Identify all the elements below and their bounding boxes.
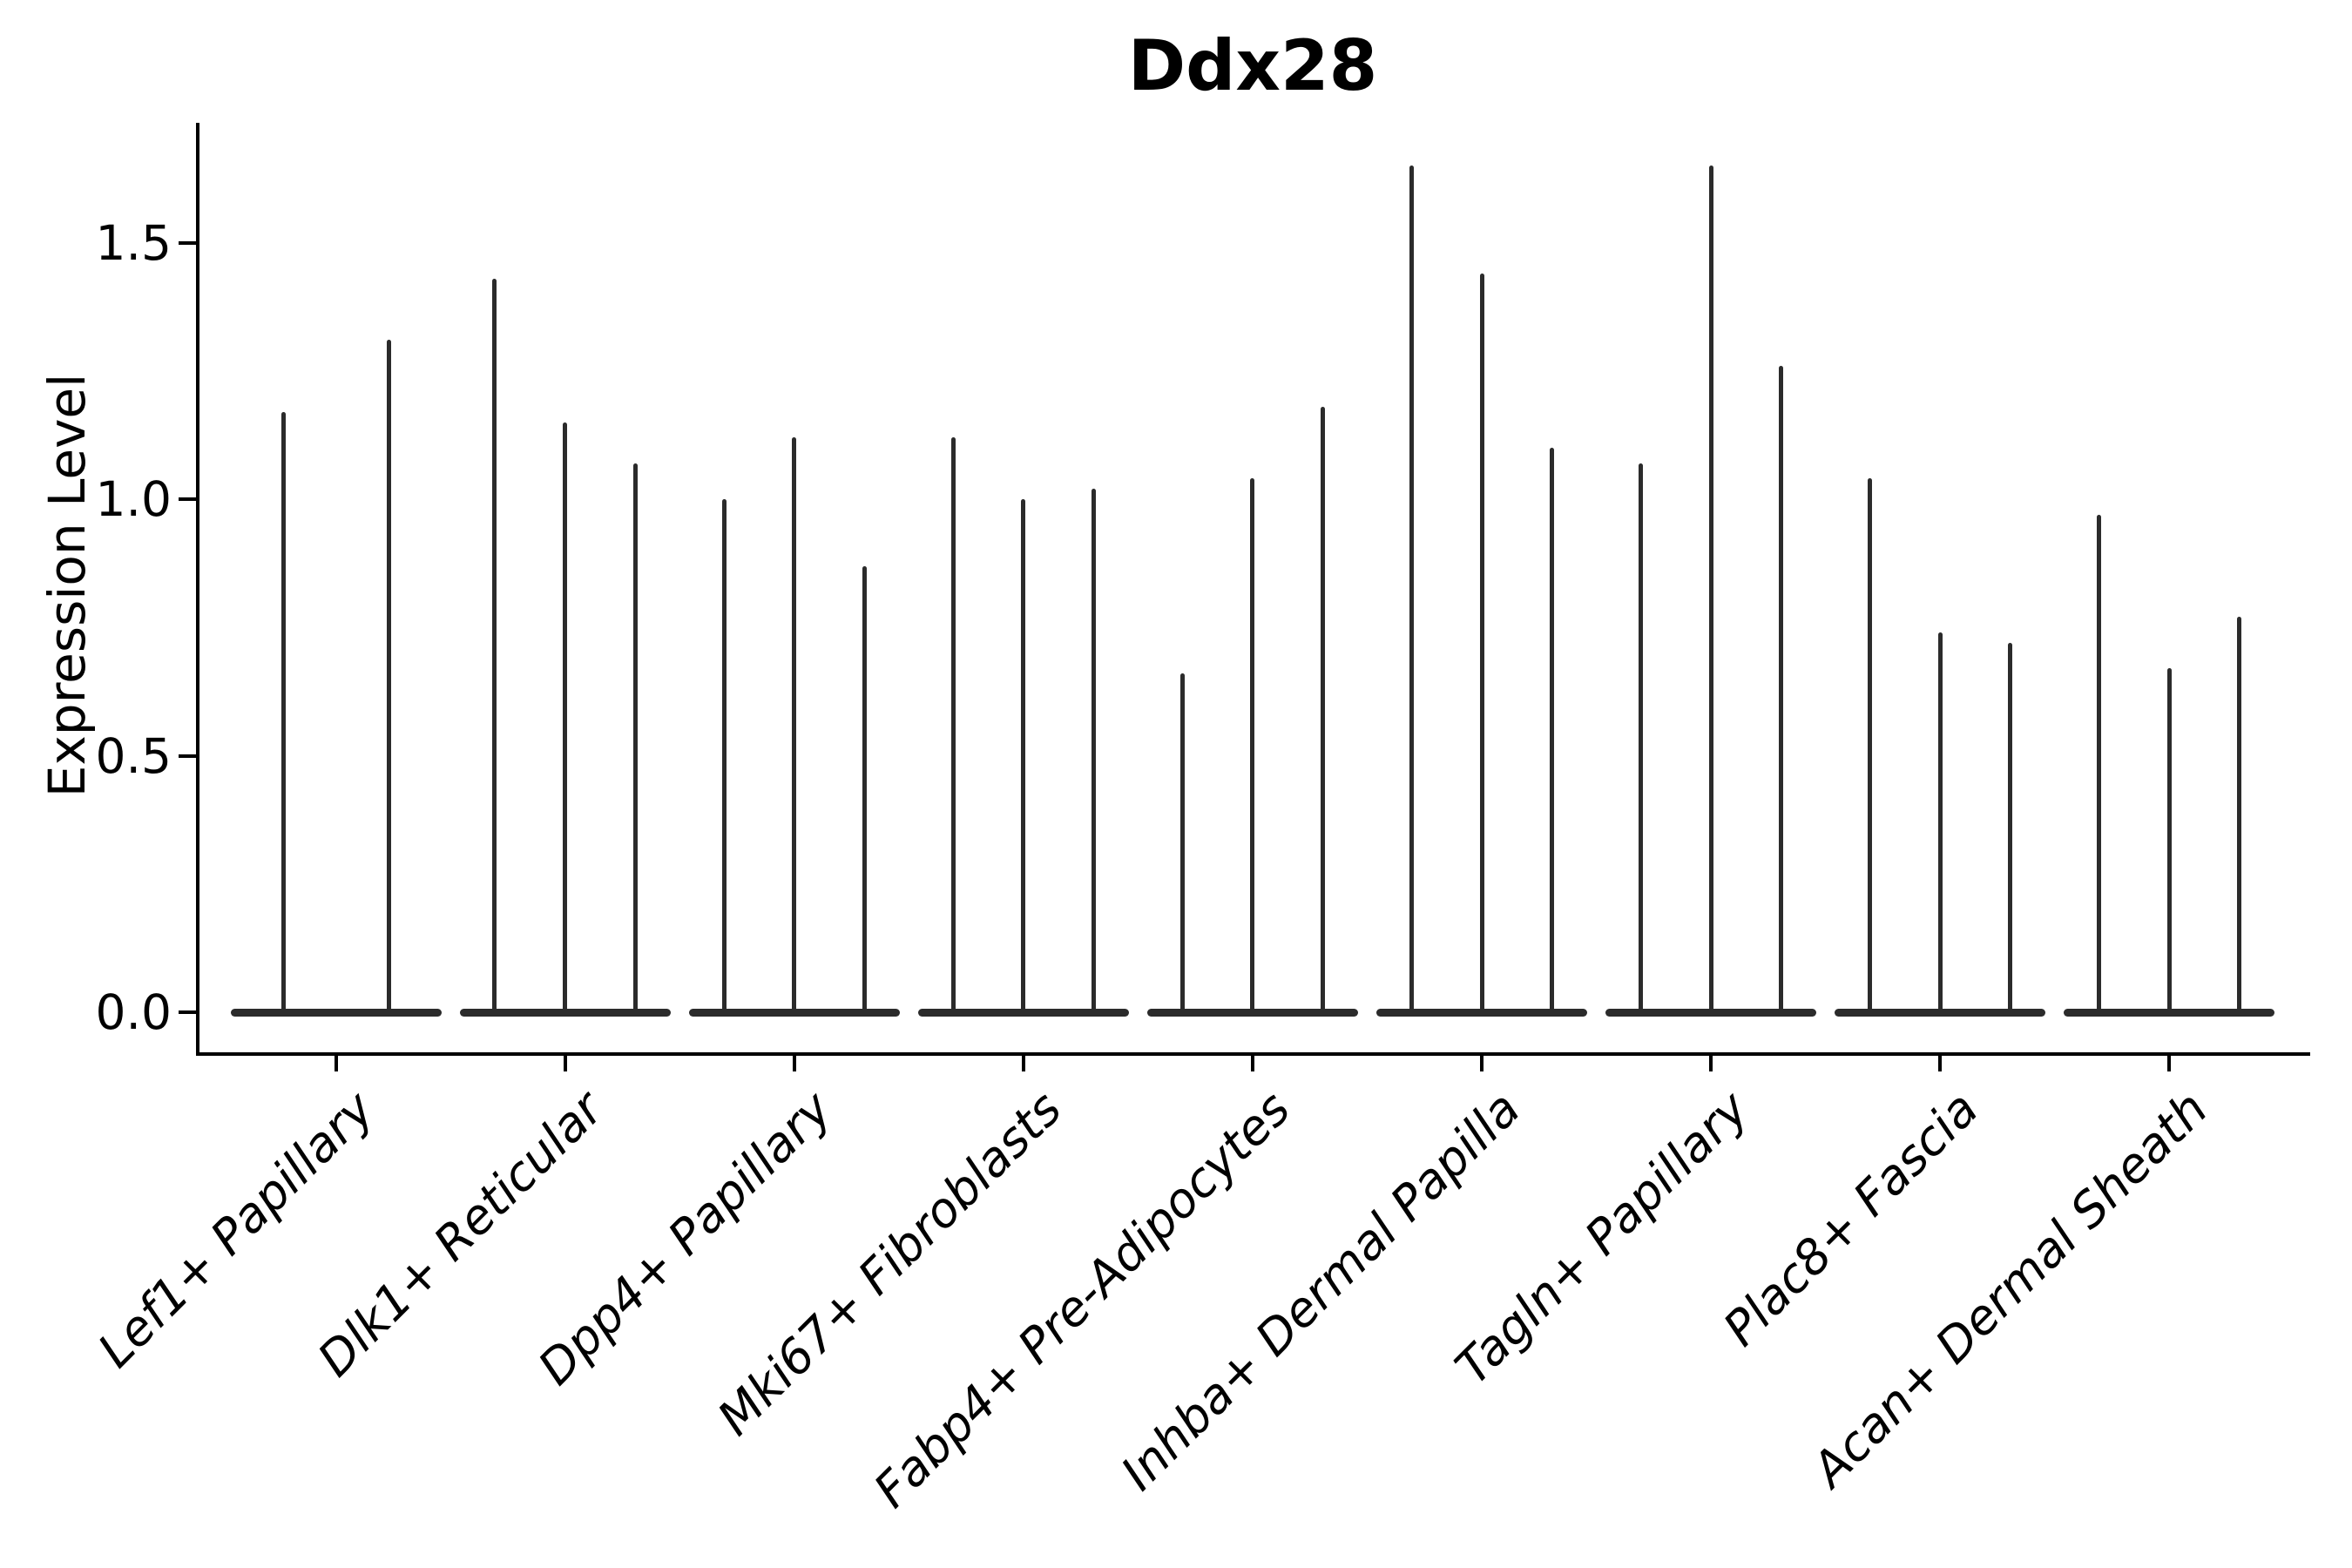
violin-spike [563, 422, 568, 1012]
violin-spike [1409, 166, 1414, 1012]
violin-base [917, 1008, 1129, 1017]
x-tick-mark [334, 1056, 338, 1071]
violin-base [230, 1008, 442, 1017]
y-tick-mark [179, 754, 196, 758]
y-tick-label: 1.5 [95, 214, 172, 271]
violin-base [459, 1008, 671, 1017]
x-axis-spine [196, 1052, 2310, 1056]
x-tick-mark [1480, 1056, 1484, 1071]
x-tick-mark [1021, 1056, 1025, 1071]
violin-spike [1250, 478, 1255, 1012]
y-tick-label: 0.0 [95, 984, 172, 1040]
y-tick-mark [179, 240, 196, 245]
violin-spike [862, 565, 867, 1012]
violin-spike [2008, 642, 2013, 1012]
violin-spike [721, 499, 727, 1012]
violin-spike [2097, 514, 2102, 1012]
violin-spike [950, 437, 956, 1012]
violin-spike [792, 437, 797, 1012]
x-tick-mark [1709, 1056, 1713, 1071]
x-tick-mark [792, 1056, 796, 1071]
violin-spike [2237, 617, 2242, 1012]
violin-spike [632, 463, 638, 1012]
violin-spike [280, 411, 286, 1012]
x-tick-mark [1250, 1056, 1254, 1071]
violin-base [688, 1008, 900, 1017]
y-tick-mark [179, 1010, 196, 1014]
violin-spike [1868, 478, 1873, 1012]
x-tick-mark [2167, 1056, 2172, 1071]
plot-title: Ddx28 [1127, 25, 1378, 106]
y-tick-mark [179, 497, 196, 501]
violin-base [1376, 1008, 1587, 1017]
violin-spike [1779, 365, 1784, 1012]
y-axis-spine [196, 123, 199, 1056]
violin-spike [1550, 448, 1555, 1012]
violin-spike [1638, 463, 1643, 1012]
violin-spike [1479, 273, 1484, 1012]
y-tick-label: 1.0 [95, 471, 172, 527]
violin-spike [2166, 668, 2172, 1012]
x-tick-mark [1938, 1056, 1943, 1071]
x-tick-mark [563, 1056, 567, 1071]
violin-spike [492, 278, 497, 1012]
x-tick-label: Fabp4+ Pre-Adipocytes [863, 1080, 1301, 1518]
violin-base [1835, 1008, 2046, 1017]
violin-spike [1179, 673, 1185, 1012]
y-tick-label: 0.5 [95, 727, 172, 784]
violin-spike [386, 340, 391, 1012]
violin-spike [1321, 406, 1326, 1012]
x-tick-label: Inhba+ Dermal Papilla [1110, 1080, 1531, 1501]
violin-base [1605, 1008, 1817, 1017]
violin-base [1146, 1008, 1358, 1017]
violin-spike [1091, 489, 1096, 1012]
violin-spike [1937, 632, 1943, 1012]
x-tick-label: Acan+ Dermal Sheath [1801, 1080, 2219, 1497]
violin-spike [1708, 166, 1713, 1012]
violin-spike [1021, 499, 1026, 1012]
violin-base [2064, 1008, 2275, 1017]
